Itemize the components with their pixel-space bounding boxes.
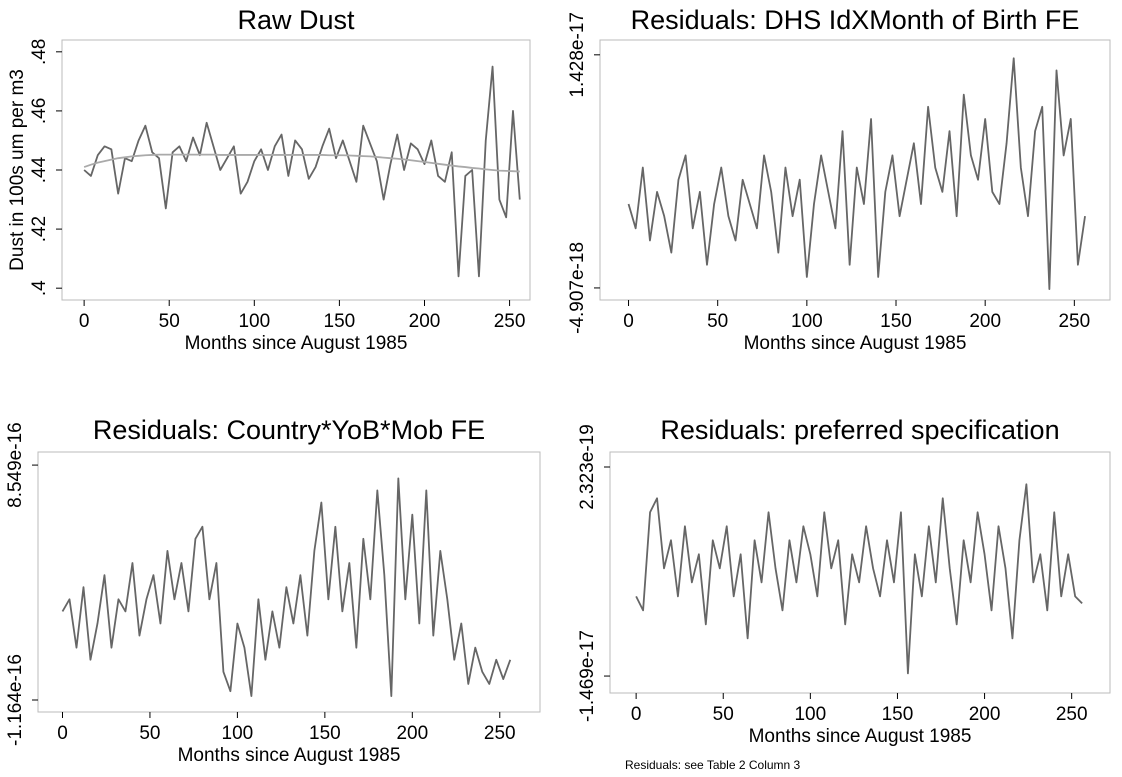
x-tick-label: 50 <box>159 311 180 332</box>
x-tick-label: 200 <box>969 311 1001 332</box>
x-tick-label: 150 <box>309 723 341 744</box>
plot-frame <box>37 451 541 713</box>
y-tick-label: .46 <box>29 98 50 124</box>
y-tick-label: .44 <box>29 156 50 183</box>
y-tick-label: -1.469e-17 <box>577 630 598 722</box>
data-line <box>83 153 520 173</box>
x-tick-label: 200 <box>396 723 428 744</box>
x-tick-label: 200 <box>969 704 1001 725</box>
note: Residuals: see Table 2 Column 3 <box>625 758 801 772</box>
x-tick-label: 150 <box>324 311 356 332</box>
x-tick-label: 100 <box>794 704 826 725</box>
data-line <box>627 57 1086 290</box>
x-tick-label: 250 <box>484 723 516 744</box>
x-tick-label: 150 <box>882 704 914 725</box>
x-tick-label: 0 <box>79 311 90 332</box>
data-line <box>635 483 1083 675</box>
x-tick-label: 250 <box>494 311 526 332</box>
plot-frame <box>599 39 1111 301</box>
chart-title: Residuals: Country*YoB*Mob FE <box>93 415 485 445</box>
x-axis-label: Months since August 1985 <box>749 726 972 747</box>
y-tick-label: 8.549e-16 <box>5 422 26 508</box>
data-line <box>61 477 512 697</box>
data-line <box>83 65 521 278</box>
y-tick-label: .42 <box>29 216 50 242</box>
x-tick-label: 250 <box>1058 311 1090 332</box>
plot-frame <box>609 451 1111 694</box>
y-tick-label: 2.323e-19 <box>577 424 598 510</box>
chart-title: Residuals: preferred specification <box>660 415 1059 445</box>
x-tick-label: 200 <box>409 311 441 332</box>
x-tick-label: 250 <box>1056 704 1088 725</box>
x-tick-label: 0 <box>57 723 68 744</box>
chart-title: Residuals: DHS IdXMonth of Birth FE <box>631 5 1080 35</box>
x-axis-label: Months since August 1985 <box>744 333 967 354</box>
x-axis-label: Months since August 1985 <box>185 333 408 354</box>
y-tick-label: .4 <box>29 280 50 296</box>
y-tick-label: -4.907e-18 <box>567 242 588 334</box>
x-tick-label: 100 <box>791 311 823 332</box>
x-tick-label: 150 <box>880 311 912 332</box>
x-axis-label: Months since August 1985 <box>178 745 401 766</box>
x-tick-label: 100 <box>222 723 254 744</box>
chart-title: Raw Dust <box>237 5 355 35</box>
x-tick-label: 50 <box>139 723 160 744</box>
x-tick-label: 100 <box>238 311 270 332</box>
x-tick-label: 0 <box>631 704 642 725</box>
x-tick-label: 50 <box>713 704 734 725</box>
x-tick-label: 50 <box>707 311 728 332</box>
x-tick-label: 0 <box>623 311 634 332</box>
y-axis-label: Dust in 100s um per m3 <box>7 69 28 271</box>
y-tick-label: 1.428e-17 <box>567 12 588 98</box>
y-tick-label: .48 <box>29 39 50 65</box>
y-tick-label: -1.164e-16 <box>5 654 26 746</box>
